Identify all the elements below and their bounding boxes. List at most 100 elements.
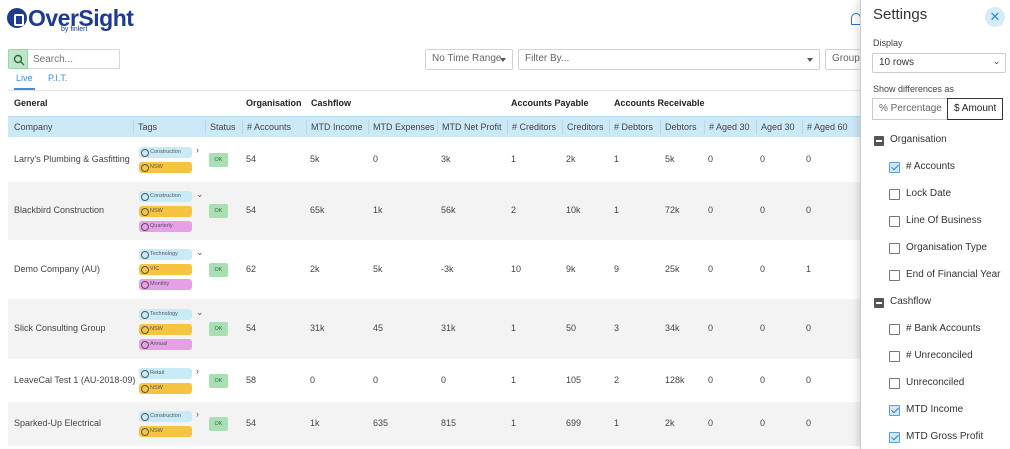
column-header[interactable]: # Aged 30 xyxy=(709,122,750,132)
tag-badge[interactable]: NSW xyxy=(139,426,192,437)
checkbox[interactable] xyxy=(889,405,900,416)
checkbox[interactable] xyxy=(889,270,900,281)
chevron-right-icon[interactable]: › xyxy=(196,366,199,376)
chevron-down-icon[interactable]: ⌄ xyxy=(196,247,204,257)
percentage-button[interactable]: % Percentage xyxy=(872,98,949,120)
tag-badge[interactable]: Construction xyxy=(139,191,192,202)
table-cell: 0 xyxy=(760,205,766,215)
column-divider xyxy=(133,120,134,134)
company-name[interactable]: Slick Consulting Group xyxy=(14,323,106,333)
company-name[interactable]: Demo Company (AU) xyxy=(14,263,101,274)
amount-button[interactable]: $ Amount xyxy=(947,98,1004,120)
column-header[interactable]: Debtors xyxy=(665,122,697,132)
checkbox[interactable] xyxy=(889,243,900,254)
column-header[interactable]: Company xyxy=(14,122,53,132)
tag-list: Retail NSW xyxy=(139,368,192,398)
table-cell: 56k xyxy=(441,205,456,215)
column-header[interactable]: MTD Expenses xyxy=(373,122,435,132)
tag-list: Technology NSW Annual xyxy=(139,309,192,354)
tab-live[interactable]: Live xyxy=(14,73,35,90)
brand-name: OverSight xyxy=(28,5,134,31)
tag-badge[interactable]: NSW xyxy=(139,324,192,335)
column-toggle-label: Unreconciled xyxy=(906,377,965,388)
company-name[interactable]: Blackbird Construction xyxy=(14,205,105,215)
table-row[interactable]: Blackbird Construction Construction NSW Qua… xyxy=(8,182,860,240)
tag-list: Construction NSW Quarterly xyxy=(139,191,192,236)
table-cell: 0 xyxy=(806,323,812,333)
search-button[interactable] xyxy=(8,49,28,69)
column-header[interactable]: # Debtors xyxy=(614,122,654,132)
display-rows-select[interactable]: 10 rows ⌄ xyxy=(872,53,1006,73)
company-name[interactable]: Larry's Plumbing & Gasfitting xyxy=(14,154,130,164)
chevron-down-icon[interactable]: ⌄ xyxy=(196,189,204,199)
filter-by-value: Filter By... xyxy=(525,53,570,64)
checkbox[interactable] xyxy=(889,378,900,389)
chevron-right-icon[interactable]: › xyxy=(196,409,199,419)
table-row[interactable]: Slick Consulting Group Technology NSW Annua… xyxy=(8,299,860,359)
table-cell: 54 xyxy=(246,418,257,428)
table-cell: 0 xyxy=(760,374,766,385)
close-icon[interactable]: ✕ xyxy=(985,7,1005,27)
column-toggle-label: # Accounts xyxy=(906,161,955,172)
table-cell: 1 xyxy=(511,374,517,385)
time-range-select[interactable]: No Time Range xyxy=(425,49,513,70)
column-header[interactable]: # Accounts xyxy=(247,122,292,132)
tag-badge[interactable]: Construction xyxy=(139,147,192,158)
table-cell: 0 xyxy=(806,154,812,164)
column-header[interactable]: MTD Income xyxy=(311,122,363,132)
tag-badge[interactable]: NSW xyxy=(139,383,192,394)
checkbox[interactable] xyxy=(889,351,900,362)
tag-badge[interactable]: Retail xyxy=(139,368,192,379)
checkbox[interactable] xyxy=(889,162,900,173)
company-name[interactable]: Sparked-Up Electrical xyxy=(14,418,102,428)
collapse-icon[interactable] xyxy=(874,298,884,308)
table-cell: 45 xyxy=(373,323,384,333)
column-header[interactable]: # Aged 60 xyxy=(807,122,848,132)
table-row[interactable]: LeaveCal Test 1 (AU-2018-09) Retail NSW › OK… xyxy=(8,359,860,402)
column-header[interactable]: # Creditors xyxy=(512,122,557,132)
column-toggle-label: End of Financial Year xyxy=(906,269,1001,280)
table-row[interactable]: Demo Company (AU) Technology VIC Monthly ⌄ OK… xyxy=(8,240,860,299)
tag-badge[interactable]: Technology xyxy=(139,249,192,260)
column-header[interactable]: Tags xyxy=(138,122,158,132)
column-header[interactable]: Aged 30 xyxy=(761,122,795,132)
tag-badge[interactable]: NSW xyxy=(139,206,192,217)
table-cell: 10k xyxy=(566,205,581,215)
column-header[interactable]: MTD Net Profit xyxy=(442,122,502,132)
table-cell: 0 xyxy=(708,263,714,274)
table-row[interactable]: Sparked-Up Electrical Construction NSW › OK 5… xyxy=(8,402,860,446)
column-header[interactable]: Status xyxy=(210,122,236,132)
chevron-down-icon[interactable]: ⌄ xyxy=(196,307,204,317)
filter-by-select[interactable]: Filter By... xyxy=(518,49,820,70)
status-badge: OK xyxy=(209,322,228,336)
diff-label: Show differences as xyxy=(873,84,954,94)
checkbox[interactable] xyxy=(889,432,900,443)
table-row[interactable]: Larry's Plumbing & Gasfitting Constructio… xyxy=(8,138,860,182)
checkbox[interactable] xyxy=(889,189,900,200)
checkbox[interactable] xyxy=(889,216,900,227)
tag-badge[interactable]: Construction xyxy=(139,411,192,422)
column-toggle-label: Lock Date xyxy=(906,188,952,199)
tag-badge[interactable]: Monthly xyxy=(139,279,192,290)
group-select[interactable]: Group xyxy=(825,49,860,70)
column-header[interactable]: Creditors xyxy=(567,122,604,132)
collapse-icon[interactable] xyxy=(874,136,884,146)
chevron-right-icon[interactable]: › xyxy=(196,145,199,155)
column-divider xyxy=(802,120,803,134)
tag-badge[interactable]: Annual xyxy=(139,339,192,350)
company-name[interactable]: LeaveCal Test 1 (AU-2018-09) xyxy=(14,374,136,385)
column-divider xyxy=(368,120,369,134)
table-cell: 1 xyxy=(614,154,620,164)
tag-badge[interactable]: Quarterly xyxy=(139,221,192,232)
tag-badge[interactable]: Technology xyxy=(139,309,192,320)
tab-pit[interactable]: P.I.T. xyxy=(48,73,68,83)
column-divider xyxy=(507,120,508,134)
group-organisation: Organisation xyxy=(246,98,302,108)
checkbox[interactable] xyxy=(889,324,900,335)
table-cell: 9k xyxy=(566,263,576,274)
tag-badge[interactable]: NSW xyxy=(139,162,192,173)
table-cell: 128k xyxy=(665,374,685,385)
tag-badge[interactable]: VIC xyxy=(139,264,192,275)
column-divider xyxy=(756,120,757,134)
search-input[interactable] xyxy=(28,49,120,69)
